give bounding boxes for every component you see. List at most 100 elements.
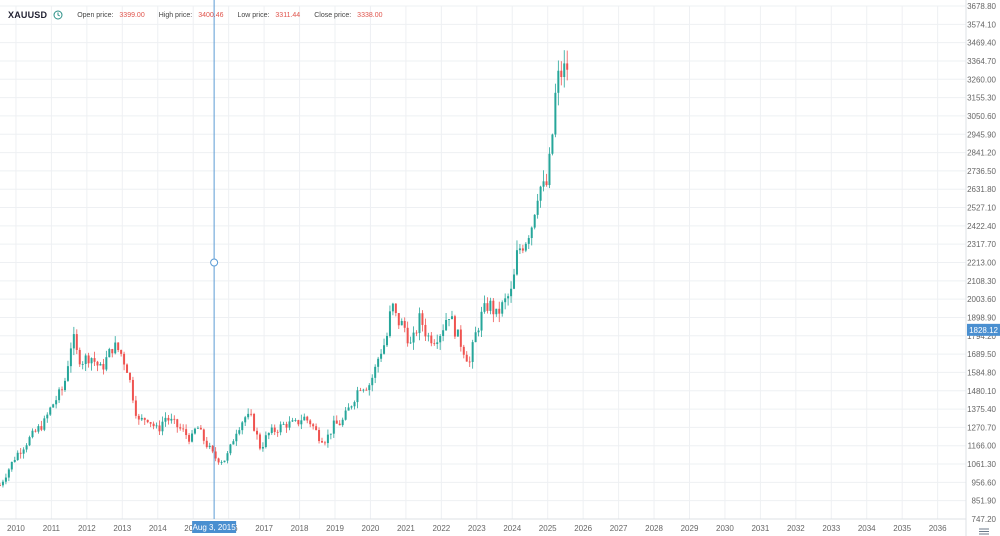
candle-body [486,303,489,311]
low-label: Low price: [237,11,270,19]
candle-body [566,63,569,70]
candle-body [25,445,28,450]
y-tick-label: 1794.20 [967,332,996,341]
x-tick-label: 2014 [149,524,167,533]
candle-body [371,377,374,386]
candle-body [459,329,462,347]
candle-body [368,385,371,391]
candle-body [465,354,468,362]
candle-body [285,423,288,428]
clock-icon[interactable] [53,10,63,20]
candle-body [510,288,513,297]
candle-body [1,481,4,486]
candle-body [350,406,353,408]
candle-body [235,433,238,442]
candle-body [312,424,315,427]
candle-body [238,430,241,434]
candle-body [362,389,365,391]
candle-body [247,413,250,418]
candle-body [149,422,152,424]
candle-body [87,355,90,364]
y-tick-label: 3469.40 [967,39,996,48]
candle-body [409,342,412,344]
candle-body [105,357,108,370]
candle-body [288,421,291,428]
candle-body [256,430,259,435]
y-tick-label: 2631.80 [967,185,996,194]
candle-body [202,429,205,441]
y-tick-label: 3155.30 [967,94,996,103]
candle-body [445,319,448,331]
x-tick-label: 2018 [291,524,309,533]
candle-body [495,308,498,315]
candle-body [176,419,179,428]
y-tick-label: 3260.00 [967,75,996,84]
candle-body [385,335,388,346]
candle-body [96,361,99,366]
candle-body [161,421,164,432]
close-label: Close price: [314,11,352,19]
candle-body [462,346,465,355]
y-tick-label: 2736.50 [967,167,996,176]
candle-body [49,407,52,415]
crosshair-marker [210,258,219,267]
candle-body [217,458,220,463]
candle-body [477,330,480,333]
crosshair-date-badge [192,521,237,533]
candle-body [326,434,329,444]
crosshair-price-badge [967,323,1000,336]
candle-body [0,485,1,487]
candle-body [456,329,459,337]
settings-lines-icon[interactable] [979,528,989,535]
candle-body [143,417,146,420]
x-tick-label: 2026 [574,524,592,533]
candle-body [75,334,78,350]
candle-body [102,364,105,370]
candle-body [374,366,377,378]
candle-body [179,427,182,429]
candle-body [16,452,19,460]
x-tick-label: 2030 [716,524,734,533]
candle-body [40,426,43,430]
crosshair-date-label: Aug 3, 2015 [193,523,237,532]
y-tick-label: 1061.30 [967,460,996,469]
high-value: 3400.46 [198,11,224,19]
candle-body [258,434,261,449]
candle-body [504,298,507,303]
candle-body [226,453,229,461]
x-tick-label: 2020 [362,524,380,533]
candle-body [244,417,247,423]
candle-body [418,313,421,334]
candle-body [480,311,483,331]
candle-body [261,446,264,449]
candle-body [397,313,400,326]
candle-body [539,186,542,201]
candle-body [131,379,134,401]
x-tick-label: 2033 [822,524,840,533]
x-tick-label: 2013 [113,524,131,533]
candle-body [31,430,34,438]
candle-body [66,366,69,381]
y-tick-label: 1375.40 [967,405,996,414]
candle-body [108,349,111,358]
candle-body [335,420,338,424]
candle-body [542,181,545,187]
candle-body [471,342,474,362]
candle-body [442,330,445,337]
candle-body [69,348,72,367]
candle-body [365,389,368,391]
candle-body [58,389,61,401]
candle-body [323,442,326,444]
candle-body [391,303,394,312]
x-tick-label: 2032 [787,524,805,533]
candle-body [388,311,391,336]
y-tick-label: 747.20 [972,515,997,524]
candle-body [114,342,117,354]
candle-body [205,440,208,448]
candle-body [43,418,46,430]
candle-body [146,419,149,423]
y-tick-label: 3364.70 [967,57,996,66]
candle-body [10,461,13,470]
y-tick-label: 1898.90 [967,313,996,322]
